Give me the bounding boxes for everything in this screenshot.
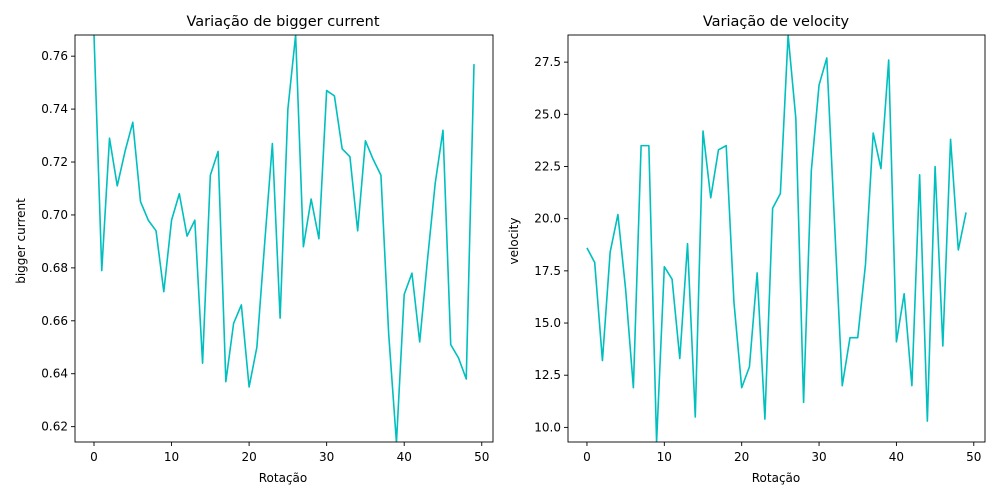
y-tick-label: 0.70 xyxy=(41,208,68,222)
y-tick-label: 0.68 xyxy=(41,261,68,275)
y-tick-label: 15.0 xyxy=(534,316,561,330)
y-tick-label: 0.74 xyxy=(41,102,68,116)
plot-area: 0 10 20 30 40 50 10.0 12.5 15.0 17.5 20.0 22.5 25.0 2… xyxy=(534,34,986,464)
chart-velocity: Variação de velocity 0 10 20 30 40 50 10.0 12.5… xyxy=(507,14,986,485)
y-tick-label: 0.64 xyxy=(41,367,68,381)
chart-title: Variação de bigger current xyxy=(186,14,379,30)
y-tick-label: 17.5 xyxy=(534,264,561,278)
plot-frame xyxy=(74,34,494,443)
x-tick-label: 10 xyxy=(164,450,179,464)
chart-title: Variação de velocity xyxy=(703,14,850,30)
x-tick-label: 0 xyxy=(90,450,98,464)
y-tick-label: 0.66 xyxy=(41,314,68,328)
y-tick-label: 0.62 xyxy=(41,420,68,434)
x-tick-label: 50 xyxy=(474,450,489,464)
x-tick-label: 30 xyxy=(319,450,334,464)
y-tick-label: 27.5 xyxy=(534,55,561,69)
x-tick-label: 40 xyxy=(397,450,412,464)
y-tick-label: 12.5 xyxy=(534,368,561,382)
x-tick-label: 0 xyxy=(583,450,591,464)
x-tick-label: 30 xyxy=(811,450,826,464)
series-line xyxy=(93,35,475,442)
x-tick-label: 10 xyxy=(657,450,672,464)
y-tick-label: 20.0 xyxy=(534,212,561,226)
x-tick-label: 20 xyxy=(241,450,256,464)
chart-bigger-current: Variação de bigger current 0 10 20 30 40 50 0.… xyxy=(14,14,494,485)
x-tick-label: 50 xyxy=(966,450,981,464)
x-axis-label: Rotação xyxy=(259,471,308,485)
x-tick-label: 40 xyxy=(889,450,904,464)
x-tick-label: 20 xyxy=(734,450,749,464)
plot-frame xyxy=(567,34,986,443)
series-line xyxy=(586,35,967,442)
y-axis-label: velocity xyxy=(507,218,521,265)
y-tick-label: 0.72 xyxy=(41,155,68,169)
y-tick-label: 0.76 xyxy=(41,49,68,63)
y-tick-label: 10.0 xyxy=(534,420,561,434)
y-tick-label: 25.0 xyxy=(534,107,561,121)
plot-area: 0 10 20 30 40 50 0.62 0.64 0.66 0.68 0.70 0.72 0.74 0… xyxy=(41,34,494,464)
x-axis-label: Rotação xyxy=(752,471,801,485)
y-axis-label: bigger current xyxy=(14,198,28,284)
y-tick-label: 22.5 xyxy=(534,159,561,173)
